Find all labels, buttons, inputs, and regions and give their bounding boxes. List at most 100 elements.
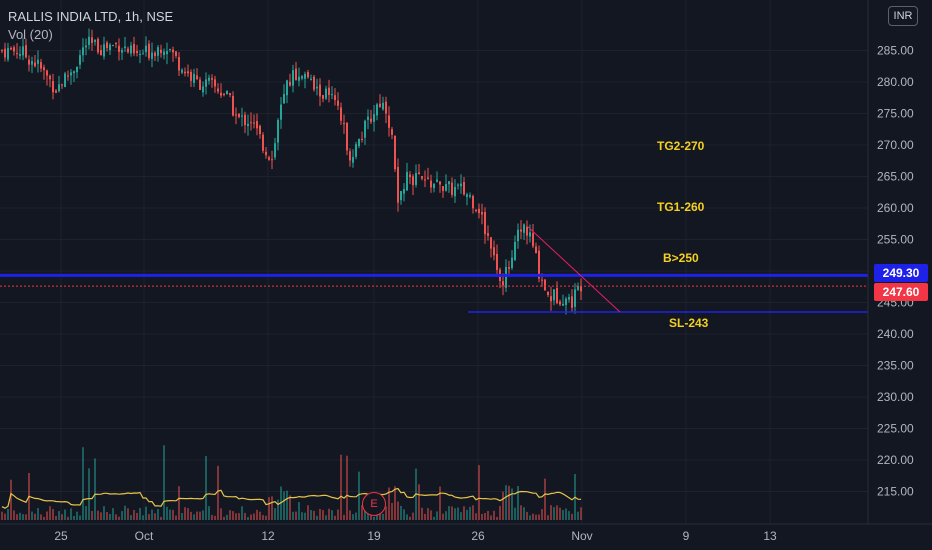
volume-bar <box>556 505 558 520</box>
volume-bar <box>373 516 375 520</box>
candle-body <box>472 196 474 209</box>
candle-body <box>571 296 573 308</box>
volume-bar <box>205 456 207 520</box>
currency-badge[interactable]: INR <box>888 6 918 26</box>
volume-bar <box>577 511 579 520</box>
y-axis[interactable]: 285.00 280.00 275.00 270.00 265.00 260.00 255.… <box>867 0 932 524</box>
volume-bar <box>403 509 405 520</box>
volume-bar <box>244 512 246 520</box>
y-tick-label: 235.00 <box>877 359 914 373</box>
candle-body <box>568 297 570 300</box>
volume-bar <box>364 508 366 520</box>
annotation-buy[interactable]: B>250 <box>663 251 699 265</box>
y-tick-label: 220.00 <box>877 453 914 467</box>
volume-bar <box>238 513 240 520</box>
volume-bar <box>292 511 294 520</box>
volume-bar <box>151 509 153 520</box>
volume-bar <box>448 506 450 520</box>
candle-body <box>172 49 174 53</box>
candle-body <box>88 36 90 45</box>
volume-bar <box>79 515 81 520</box>
candle-body <box>538 250 540 279</box>
candle-body <box>13 47 15 52</box>
candle-body <box>364 120 366 138</box>
volume-bar <box>463 506 465 520</box>
candle-body <box>19 54 21 56</box>
candle-body <box>1 50 3 52</box>
volume-bar <box>397 501 399 520</box>
volume-bar <box>10 479 12 520</box>
candle-body <box>520 229 522 232</box>
candle-body <box>124 46 126 49</box>
candle-body <box>265 151 267 156</box>
candle-body <box>307 72 309 78</box>
candle-body <box>529 232 531 237</box>
volume-bar <box>424 513 426 520</box>
volume-bar <box>217 465 219 520</box>
volume-indicator-label[interactable]: Vol (20) <box>8 27 53 42</box>
candle-body <box>247 123 249 127</box>
volume-bar <box>454 508 456 520</box>
volume-bar <box>58 511 60 520</box>
candle-body <box>349 151 351 161</box>
symbol-title[interactable]: RALLIS INDIA LTD, 1h, NSE <box>8 9 174 24</box>
candle-body <box>187 71 189 74</box>
volume-bar <box>436 511 438 520</box>
candle-body <box>94 39 96 42</box>
earnings-marker-icon[interactable]: E <box>362 492 386 516</box>
volume-bar <box>409 516 411 520</box>
candle-body <box>142 53 144 55</box>
volume-bar <box>139 508 141 520</box>
volume-bar <box>313 510 315 520</box>
candle-body <box>220 92 222 96</box>
volume-bar <box>172 509 174 520</box>
volume-bar <box>274 508 276 520</box>
trendline[interactable] <box>527 226 621 313</box>
volume-bar <box>121 511 123 520</box>
candle-body <box>148 43 150 59</box>
candle-body <box>418 172 420 175</box>
volume-bar <box>331 510 333 520</box>
volume-bar <box>301 512 303 520</box>
y-tick-label: 255.00 <box>877 233 914 247</box>
volume-bar <box>400 505 402 520</box>
volume-bar <box>328 508 330 520</box>
candle-body <box>523 224 525 233</box>
y-tick-label: 225.00 <box>877 422 914 436</box>
volume-bar <box>286 490 288 520</box>
candle-body <box>445 184 447 191</box>
candle-body <box>289 81 291 86</box>
candle-body <box>439 181 441 185</box>
candle-body <box>244 114 246 126</box>
volume-bar <box>412 512 414 520</box>
candle-body <box>34 62 36 67</box>
volume-bars <box>1 445 582 520</box>
annotation-tg2[interactable]: TG2-270 <box>657 139 705 153</box>
x-axis[interactable]: 25 Oct 12 19 26 Nov 9 13 <box>0 523 932 550</box>
candle-body <box>346 122 348 151</box>
candle-body <box>115 43 117 45</box>
horizontal-levels[interactable] <box>0 226 868 313</box>
candle-body <box>490 237 492 249</box>
annotation-stop-loss[interactable]: SL-243 <box>669 316 709 330</box>
candle-body <box>562 303 564 306</box>
candle-body <box>310 78 312 80</box>
volume-bar <box>289 495 291 520</box>
volume-bar <box>31 511 33 520</box>
volume-bar <box>562 510 564 520</box>
volume-bar <box>283 491 285 520</box>
candle-body <box>232 96 234 116</box>
volume-bar <box>133 509 135 520</box>
volume-bar <box>385 506 387 520</box>
candle-body <box>79 55 81 65</box>
volume-bar <box>235 513 237 520</box>
candle-body <box>109 44 111 51</box>
volume-bar <box>370 512 372 520</box>
candle-body <box>319 84 321 97</box>
volume-bar <box>460 512 462 520</box>
candle-body <box>334 95 336 101</box>
volume-bar <box>13 510 15 520</box>
volume-bar <box>187 508 189 520</box>
annotation-tg1[interactable]: TG1-260 <box>657 200 705 214</box>
